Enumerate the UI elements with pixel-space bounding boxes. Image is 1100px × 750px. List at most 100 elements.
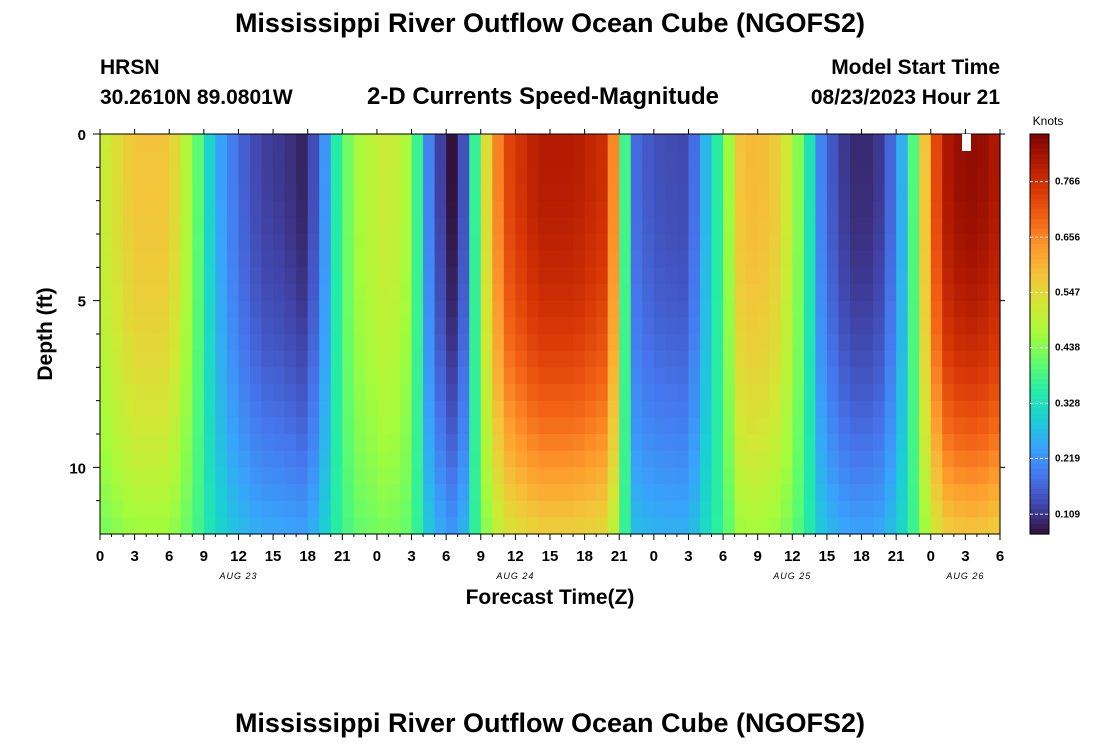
heatmap-cell [169, 200, 182, 218]
heatmap-cell [838, 517, 851, 535]
heatmap-cell [792, 250, 805, 268]
heatmap-cell [400, 217, 413, 235]
heatmap-cell [353, 500, 366, 518]
heatmap-cell [503, 434, 516, 452]
heatmap-cell [503, 217, 516, 235]
heatmap-cell [803, 500, 816, 518]
heatmap-cell [400, 284, 413, 302]
heatmap-cell [203, 500, 216, 518]
heatmap-cell [607, 267, 620, 285]
heatmap-cell [896, 184, 909, 202]
heatmap-cell [238, 200, 251, 218]
heatmap-cell [850, 367, 863, 385]
heatmap-cell [665, 134, 678, 152]
heatmap-cell [976, 167, 990, 185]
colorbar-segment [1030, 189, 1049, 195]
colorbar-segment [1030, 494, 1049, 500]
heatmap-cell [215, 367, 228, 385]
heatmap-cell [457, 450, 470, 468]
heatmap-cell [376, 517, 390, 535]
heatmap-cell [388, 150, 401, 168]
heatmap-cell [330, 384, 343, 402]
heatmap-cell [273, 517, 286, 535]
heatmap-cell [365, 234, 378, 252]
heatmap-cell [561, 234, 574, 252]
heatmap-cell [826, 467, 840, 485]
heatmap-cell [942, 234, 955, 252]
heatmap-cell [561, 300, 574, 318]
heatmap-cell [930, 250, 943, 268]
heatmap-cell [550, 234, 563, 252]
heatmap-cell [561, 167, 574, 185]
heatmap-cell [723, 384, 736, 402]
heatmap-cell [111, 150, 124, 168]
heatmap-cell [342, 167, 355, 185]
heatmap-cell [353, 267, 366, 285]
heatmap-cell [965, 300, 978, 318]
heatmap-cell [630, 317, 643, 335]
colorbar-frame [1029, 133, 1050, 535]
heatmap-cell [850, 334, 863, 352]
colorbar-segment [1030, 184, 1049, 190]
heatmap-cell [434, 150, 447, 168]
x-axis: 0 3 6 9 12 15 18 21 0 3 6 9 12 15 18 21 0 3 6 9 12 15 18 21 0 3 6A… [96, 129, 1004, 581]
heatmap-cell [873, 317, 886, 335]
colorbar-segment [1030, 169, 1049, 175]
colorbar-segment [1030, 149, 1049, 155]
heatmap-cell [976, 384, 990, 402]
heatmap-cell [434, 384, 447, 402]
heatmap-cell [700, 367, 713, 385]
heatmap-cell [596, 217, 609, 235]
heatmap-cell [100, 250, 113, 268]
heatmap-cell [930, 350, 943, 368]
heatmap-cell [250, 384, 263, 402]
heatmap-cell [850, 350, 863, 368]
heatmap-cell [584, 500, 597, 518]
heatmap-cell [423, 350, 436, 368]
colorbar-segment [1030, 369, 1049, 375]
heatmap-cell [261, 450, 274, 468]
heatmap-cell [665, 250, 678, 268]
heatmap-cell [400, 434, 413, 452]
heatmap-cell [226, 250, 240, 268]
heatmap-cell [307, 400, 320, 418]
heatmap-cell [619, 284, 632, 302]
heatmap-cell [296, 300, 309, 318]
heatmap-cell [273, 150, 286, 168]
heatmap-cell [330, 317, 343, 335]
heatmap-cell [734, 467, 747, 485]
heatmap-cell [423, 167, 436, 185]
heatmap-cell [111, 400, 124, 418]
heatmap-cell [988, 150, 1001, 168]
heatmap-cell [226, 134, 240, 152]
heatmap-cell [526, 200, 540, 218]
heatmap-cell [838, 200, 851, 218]
x-tick-label: 0 [373, 548, 381, 565]
heatmap-cell [319, 167, 332, 185]
heatmap-cell [976, 500, 990, 518]
heatmap-cell [146, 267, 159, 285]
heatmap-cell [815, 317, 828, 335]
heatmap-cell [896, 200, 909, 218]
heatmap-cell [988, 484, 1001, 502]
heatmap-cell [792, 267, 805, 285]
heatmap-cell [734, 434, 747, 452]
heatmap-cell [861, 334, 874, 352]
heatmap-cell [561, 134, 574, 152]
heatmap-cell [826, 350, 840, 368]
heatmap-cell [550, 400, 563, 418]
heatmap-cell [538, 267, 551, 285]
heatmap-cell [723, 267, 736, 285]
heatmap-cell [896, 350, 909, 368]
heatmap-cell [630, 500, 643, 518]
heatmap-cell [561, 217, 574, 235]
heatmap-cell [123, 400, 136, 418]
heatmap-cell [873, 350, 886, 368]
heatmap-cell [376, 184, 390, 202]
x-tick-label: 9 [477, 548, 485, 565]
heatmap-cell [480, 250, 493, 268]
heatmap-cell [215, 184, 228, 202]
heatmap-cell [688, 350, 701, 368]
heatmap-cell [526, 284, 540, 302]
heatmap-cell [642, 167, 655, 185]
